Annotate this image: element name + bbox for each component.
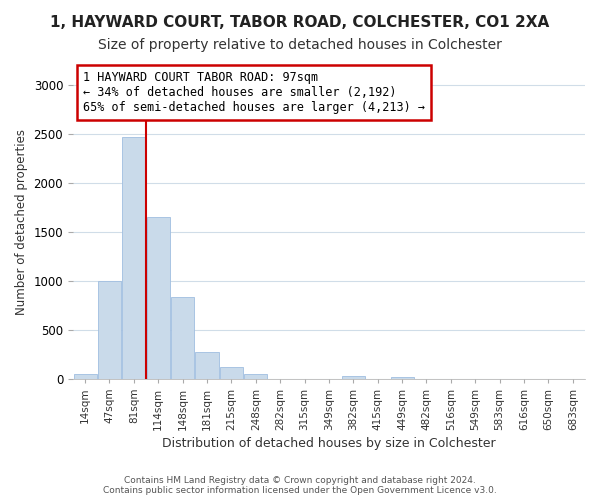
Bar (74, 374, 97, 379)
Y-axis label: Number of detached properties: Number of detached properties (15, 129, 28, 315)
Text: Contains HM Land Registry data © Crown copyright and database right 2024.
Contai: Contains HM Land Registry data © Crown c… (103, 476, 497, 495)
Bar (220, 367, 243, 379)
Text: Size of property relative to detached houses in Colchester: Size of property relative to detached ho… (98, 38, 502, 52)
Bar (244, 374, 268, 379)
Bar (196, 352, 218, 379)
Bar (391, 378, 413, 379)
Bar (342, 376, 365, 379)
Bar (146, 217, 170, 379)
Text: 1 HAYWARD COURT TABOR ROAD: 97sqm
← 34% of detached houses are smaller (2,192)
6: 1 HAYWARD COURT TABOR ROAD: 97sqm ← 34% … (83, 72, 425, 114)
Bar (98, 281, 121, 379)
Text: 1, HAYWARD COURT, TABOR ROAD, COLCHESTER, CO1 2XA: 1, HAYWARD COURT, TABOR ROAD, COLCHESTER… (50, 15, 550, 30)
Bar (171, 296, 194, 379)
X-axis label: Distribution of detached houses by size in Colchester: Distribution of detached houses by size … (162, 437, 496, 450)
Bar (122, 136, 145, 379)
